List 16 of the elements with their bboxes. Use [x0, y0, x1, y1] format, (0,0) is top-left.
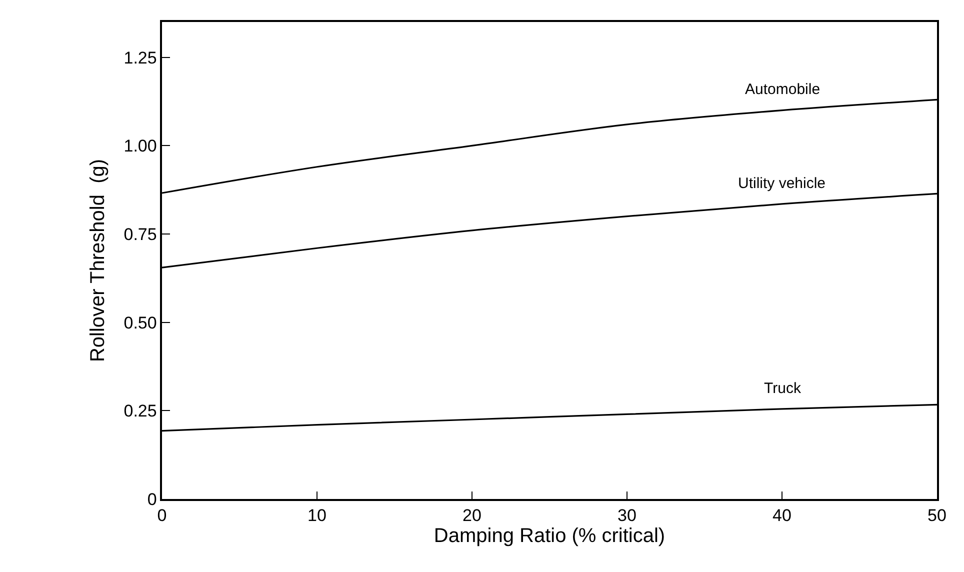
x-tick-label: 40 [772, 506, 792, 526]
series-label: Utility vehicle [738, 175, 826, 192]
y-tick-label: 0.75 [124, 224, 157, 244]
y-tick-label: 1.00 [124, 136, 157, 156]
x-axis-title: Damping Ratio (% critical) [434, 525, 666, 548]
x-tick-label: 30 [618, 506, 636, 526]
series-label: Truck [764, 380, 802, 397]
x-tick-label: 50 [928, 506, 946, 526]
x-tick-label: 20 [462, 506, 482, 526]
y-axis-title: Rollover Threshold (g) [86, 158, 109, 362]
x-tick-label: 10 [308, 506, 326, 526]
y-tick-label: 0.50 [124, 313, 157, 332]
series-label: Automobile [745, 81, 820, 98]
y-tick-label: 0 [147, 490, 157, 509]
y-tick-label: 0.25 [124, 402, 157, 421]
y-tick-label: 1.25 [124, 48, 157, 68]
